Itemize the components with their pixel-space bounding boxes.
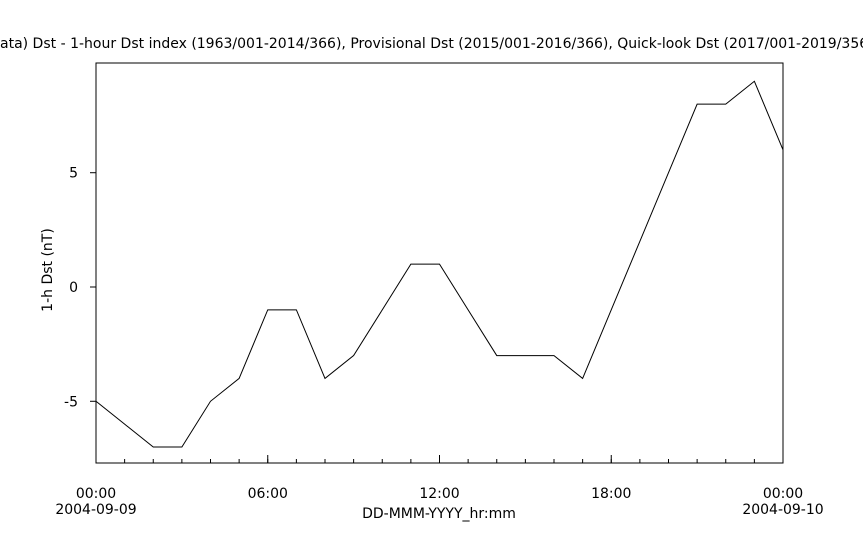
y-tick-label: 5: [69, 166, 78, 182]
y-axis-label: 1-h Dst (nT): [40, 228, 56, 312]
x-tick-date: 2004-09-10: [742, 502, 823, 518]
x-tick-label: 12:00: [419, 486, 459, 502]
y-tick-label: 0: [69, 280, 78, 296]
x-axis-label: DD-MMM-YYYY_hr:mm: [362, 506, 516, 522]
x-tick-label: 18:00: [591, 486, 631, 502]
data-line: [95, 80, 784, 448]
x-tick-label: 00:00: [763, 486, 803, 502]
chart-title: ata) Dst - 1-hour Dst index (1963/001-20…: [0, 36, 863, 52]
x-tick-date: 2004-09-09: [55, 502, 136, 518]
x-tick-label: 06:00: [248, 486, 288, 502]
x-tick-label: 00:00: [76, 486, 116, 502]
y-tick-label: -5: [64, 394, 78, 410]
plot-frame: [95, 62, 784, 464]
